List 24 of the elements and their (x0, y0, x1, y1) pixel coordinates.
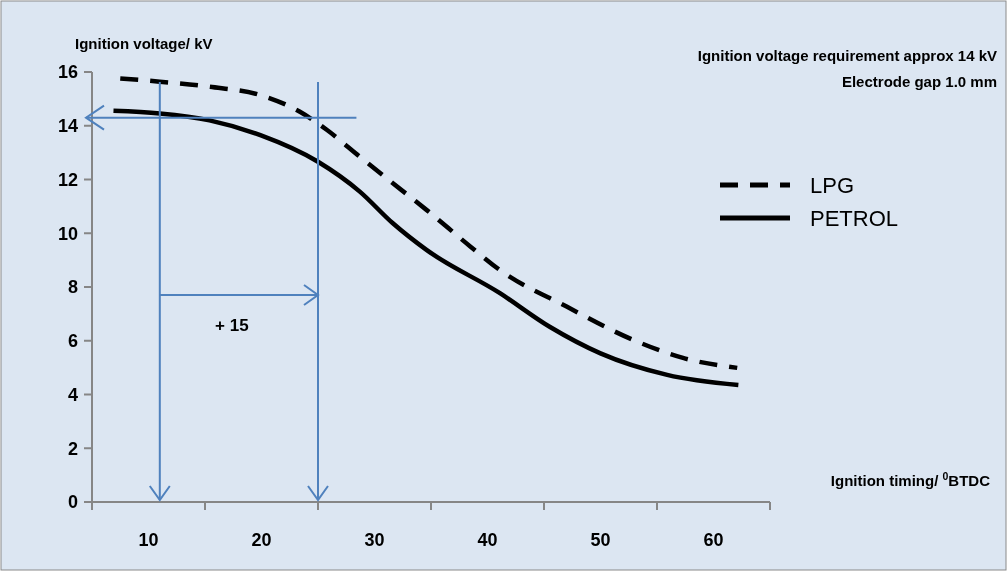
y-tick-label: 10 (57, 223, 78, 244)
x-tick-label: 50 (590, 530, 611, 550)
y-tick-label: 4 (67, 384, 78, 405)
y-tick-label: 6 (67, 331, 78, 352)
y-tick-label: 14 (57, 116, 78, 137)
text: Electrode gap 1.0 mm (841, 73, 997, 90)
y-tick-label: 0 (67, 492, 78, 513)
annotation: + 15 (215, 316, 249, 335)
x-tick-label: 60 (703, 530, 724, 550)
x-axis-title: Ignition timing/ $^{0}$BTDC (830, 470, 991, 489)
x-tick-label: 30 (364, 530, 385, 550)
x-tick-label: 20 (251, 530, 272, 550)
text: Ignition voltage requirement approx 14 kV (697, 47, 997, 64)
y-tick-label: 8 (67, 277, 78, 298)
line-series (118, 76, 740, 371)
legend-label: LPG (810, 172, 855, 198)
y-axis-title: Ignition voltage/ kV (75, 35, 213, 52)
y-tick-label: 2 (67, 438, 78, 459)
legend-label: PETROL (810, 205, 899, 231)
y-tick-label: 16 (57, 62, 78, 83)
line-series (111, 108, 741, 388)
y-tick-label: 12 (57, 169, 78, 190)
x-tick-label: 40 (477, 530, 498, 550)
x-tick-label: 10 (138, 530, 159, 550)
